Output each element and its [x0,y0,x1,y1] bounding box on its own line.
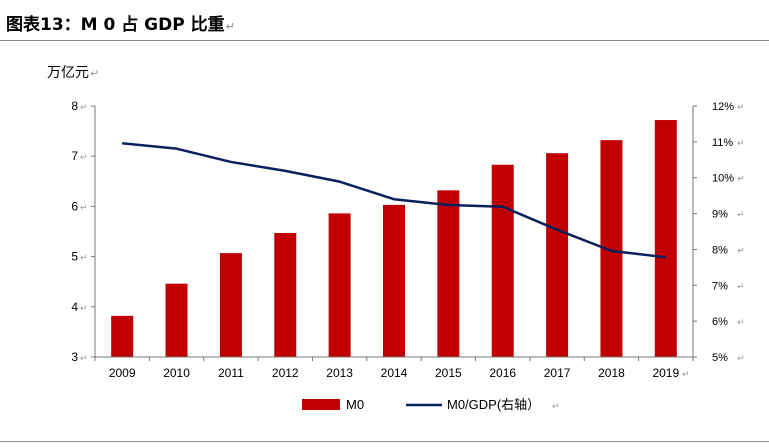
legend-swatch-m0 [302,399,340,410]
left-axis-unit: 万亿元↵ [47,65,100,81]
legend-label-m0: M0 [346,397,364,412]
return-mark-icon: ↵ [737,175,745,185]
legend-label-m0-gdp: M0/GDP(右轴） [447,397,540,412]
chart-title: 图表13：M 0 占 GDP 比重↵ [6,15,235,35]
line-series [122,142,666,259]
return-mark-icon: ↵ [737,211,745,221]
footer-divider [0,441,769,442]
x-axis-tick-label: 2019 [652,366,679,380]
bar-m0-2012 [274,233,297,357]
bar-series [111,120,677,357]
return-mark-icon: ↵ [737,354,745,364]
right-axis-tick-label: 6% [712,316,728,328]
bar-m0-2015 [437,190,460,357]
x-axis-tick-label: 2018 [598,366,625,380]
left-axis-tick-label: 4 [71,300,78,314]
x-axis-tick-label: 2011 [218,366,244,380]
left-axis: 3 ↵4 ↵5 ↵6 ↵7 ↵8 ↵ [71,99,96,364]
bar-m0-2011 [219,253,242,357]
return-mark-icon: ↵ [737,318,745,328]
return-mark-icon: ↵ [737,103,745,113]
x-axis-tick-label: 2013 [326,366,353,380]
left-axis-tick-label: 3 [71,350,78,364]
return-mark-icon: ↵ [737,139,745,149]
x-axis: 2009 2010 2011 2012 2013 2014 2015 2016 2017 2018… [94,356,694,380]
return-mark-icon: ↵ [80,203,88,213]
right-axis-tick-label: 10% [712,173,734,185]
x-axis-tick-label: 2017 [544,366,571,380]
right-axis-tick-label: 9% [712,209,728,221]
bar-m0-2009 [111,315,134,357]
x-axis-tick-label: 2010 [163,366,190,380]
x-axis-tick-label: 2016 [489,366,516,380]
return-mark-icon: ↵ [225,20,235,33]
right-axis-tick-label: 7% [712,280,728,292]
return-mark-icon: ↵ [80,354,88,364]
right-axis: 5% ↵6% ↵7% ↵8% ↵9% ↵10% ↵11% ↵12% ↵ [692,101,745,364]
legend: M0 M0/GDP(右轴） ↵ [302,397,560,412]
bar-m0-2016 [491,164,514,357]
left-axis-tick-label: 5 [71,250,78,264]
right-axis-tick-label: 8% [712,244,728,256]
bar-m0-2013 [328,213,351,357]
line-m0-gdp [122,142,666,259]
right-axis-tick-label: 5% [712,352,728,364]
bar-m0-2017 [546,153,569,357]
bar-m0-2018 [600,140,623,357]
legend-return-mark-icon: ↵ [552,402,560,412]
title-divider [0,40,769,41]
return-mark-icon: ↵ [80,153,88,163]
return-mark-icon: ↵ [80,103,88,113]
return-mark-icon: ↵ [682,370,690,380]
bar-m0-2014 [383,204,405,357]
return-mark-icon: ↵ [80,254,88,264]
right-axis-tick-label: 12% [712,101,734,113]
return-mark-icon: ↵ [737,246,745,256]
x-axis-tick-label: 2009 [109,366,136,380]
x-axis-tick-label: 2012 [272,366,299,380]
right-axis-tick-label: 11% [712,137,733,149]
x-axis-tick-label: 2014 [381,366,408,380]
bar-m0-2019 [654,120,677,357]
left-axis-tick-label: 8 [71,99,78,113]
return-mark-icon: ↵ [737,282,745,292]
bar-m0-2010 [165,283,188,357]
left-axis-tick-label: 6 [71,199,78,213]
x-axis-tick-label: 2015 [435,366,462,380]
left-axis-tick-label: 7 [71,149,78,163]
return-mark-icon: ↵ [80,304,88,314]
return-mark-icon: ↵ [90,67,100,80]
